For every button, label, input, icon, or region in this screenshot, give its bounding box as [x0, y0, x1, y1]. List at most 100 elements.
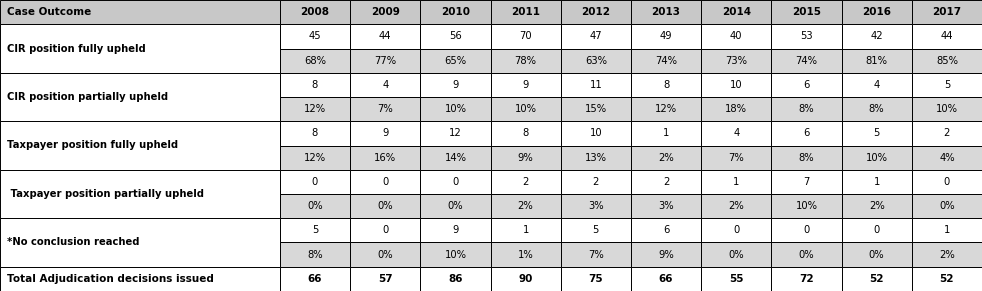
Text: 6: 6 [663, 225, 669, 235]
Text: 0%: 0% [729, 250, 744, 260]
Bar [420, 24, 490, 49]
Text: 2013: 2013 [651, 7, 681, 17]
Bar [0, 267, 280, 291]
Text: 12: 12 [449, 128, 462, 139]
Text: 2: 2 [663, 177, 669, 187]
Text: 4: 4 [874, 80, 880, 90]
Text: 4%: 4% [939, 152, 955, 163]
Text: 5: 5 [874, 128, 880, 139]
Bar [842, 49, 911, 73]
Bar [771, 0, 842, 24]
Text: 1%: 1% [518, 250, 533, 260]
Bar [771, 218, 842, 242]
Bar [561, 194, 630, 218]
Bar [771, 242, 842, 267]
Bar [771, 267, 842, 291]
Bar [911, 73, 982, 97]
Text: 2%: 2% [939, 250, 955, 260]
Bar [490, 146, 561, 170]
Text: 56: 56 [449, 31, 462, 41]
Bar [350, 170, 420, 194]
Bar [350, 194, 420, 218]
Text: 0%: 0% [448, 201, 464, 211]
Bar [490, 170, 561, 194]
Text: 3%: 3% [658, 201, 674, 211]
Text: 52: 52 [940, 274, 955, 284]
Text: 13%: 13% [585, 152, 607, 163]
Text: 9: 9 [453, 225, 459, 235]
Text: 8: 8 [312, 128, 318, 139]
Text: 0: 0 [874, 225, 880, 235]
Text: 16%: 16% [374, 152, 397, 163]
Text: 2016: 2016 [862, 7, 892, 17]
Text: 73%: 73% [726, 56, 747, 66]
Text: 2: 2 [522, 177, 528, 187]
Bar [280, 218, 350, 242]
Text: 44: 44 [379, 31, 392, 41]
Text: 8: 8 [663, 80, 669, 90]
Bar [561, 49, 630, 73]
Bar [701, 194, 771, 218]
Bar [350, 97, 420, 121]
Bar [771, 49, 842, 73]
Text: 8%: 8% [798, 104, 814, 114]
Bar [490, 242, 561, 267]
Bar [630, 194, 701, 218]
Bar [280, 73, 350, 97]
Text: 52: 52 [869, 274, 884, 284]
Bar [911, 170, 982, 194]
Text: Taxpayer position fully upheld: Taxpayer position fully upheld [7, 141, 178, 150]
Bar [350, 146, 420, 170]
Text: 2%: 2% [729, 201, 744, 211]
Text: 0%: 0% [869, 250, 885, 260]
Text: 2: 2 [944, 128, 950, 139]
Text: 11: 11 [589, 80, 602, 90]
Text: 9%: 9% [658, 250, 674, 260]
Bar [420, 146, 490, 170]
Text: 0: 0 [312, 177, 318, 187]
Bar [842, 146, 911, 170]
Bar [911, 218, 982, 242]
Text: 2%: 2% [658, 152, 674, 163]
Bar [420, 267, 490, 291]
Text: 10%: 10% [445, 250, 466, 260]
Bar [842, 170, 911, 194]
Text: 44: 44 [941, 31, 954, 41]
Text: 2%: 2% [869, 201, 885, 211]
Bar [842, 267, 911, 291]
Text: 5: 5 [593, 225, 599, 235]
Text: 85%: 85% [936, 56, 957, 66]
Text: 8%: 8% [869, 104, 885, 114]
Text: 7%: 7% [377, 104, 393, 114]
Bar [911, 24, 982, 49]
Text: 8: 8 [522, 128, 528, 139]
Text: 0%: 0% [377, 250, 393, 260]
Bar [701, 267, 771, 291]
Bar [350, 267, 420, 291]
Bar [490, 0, 561, 24]
Bar [561, 121, 630, 146]
Text: Taxpayer position partially upheld: Taxpayer position partially upheld [7, 189, 204, 199]
Bar [280, 24, 350, 49]
Text: 1: 1 [663, 128, 669, 139]
Bar [842, 242, 911, 267]
Text: 57: 57 [378, 274, 393, 284]
Bar [420, 97, 490, 121]
Text: 10: 10 [589, 128, 602, 139]
Text: 8: 8 [312, 80, 318, 90]
Bar [420, 73, 490, 97]
Bar [420, 170, 490, 194]
Text: 53: 53 [800, 31, 813, 41]
Bar [350, 49, 420, 73]
Bar [0, 121, 280, 170]
Text: *No conclusion reached: *No conclusion reached [7, 237, 139, 248]
Text: 10%: 10% [515, 104, 536, 114]
Text: 45: 45 [308, 31, 321, 41]
Bar [630, 218, 701, 242]
Bar [842, 97, 911, 121]
Bar [420, 49, 490, 73]
Text: 74%: 74% [655, 56, 677, 66]
Bar [490, 267, 561, 291]
Bar [280, 194, 350, 218]
Text: 8%: 8% [307, 250, 323, 260]
